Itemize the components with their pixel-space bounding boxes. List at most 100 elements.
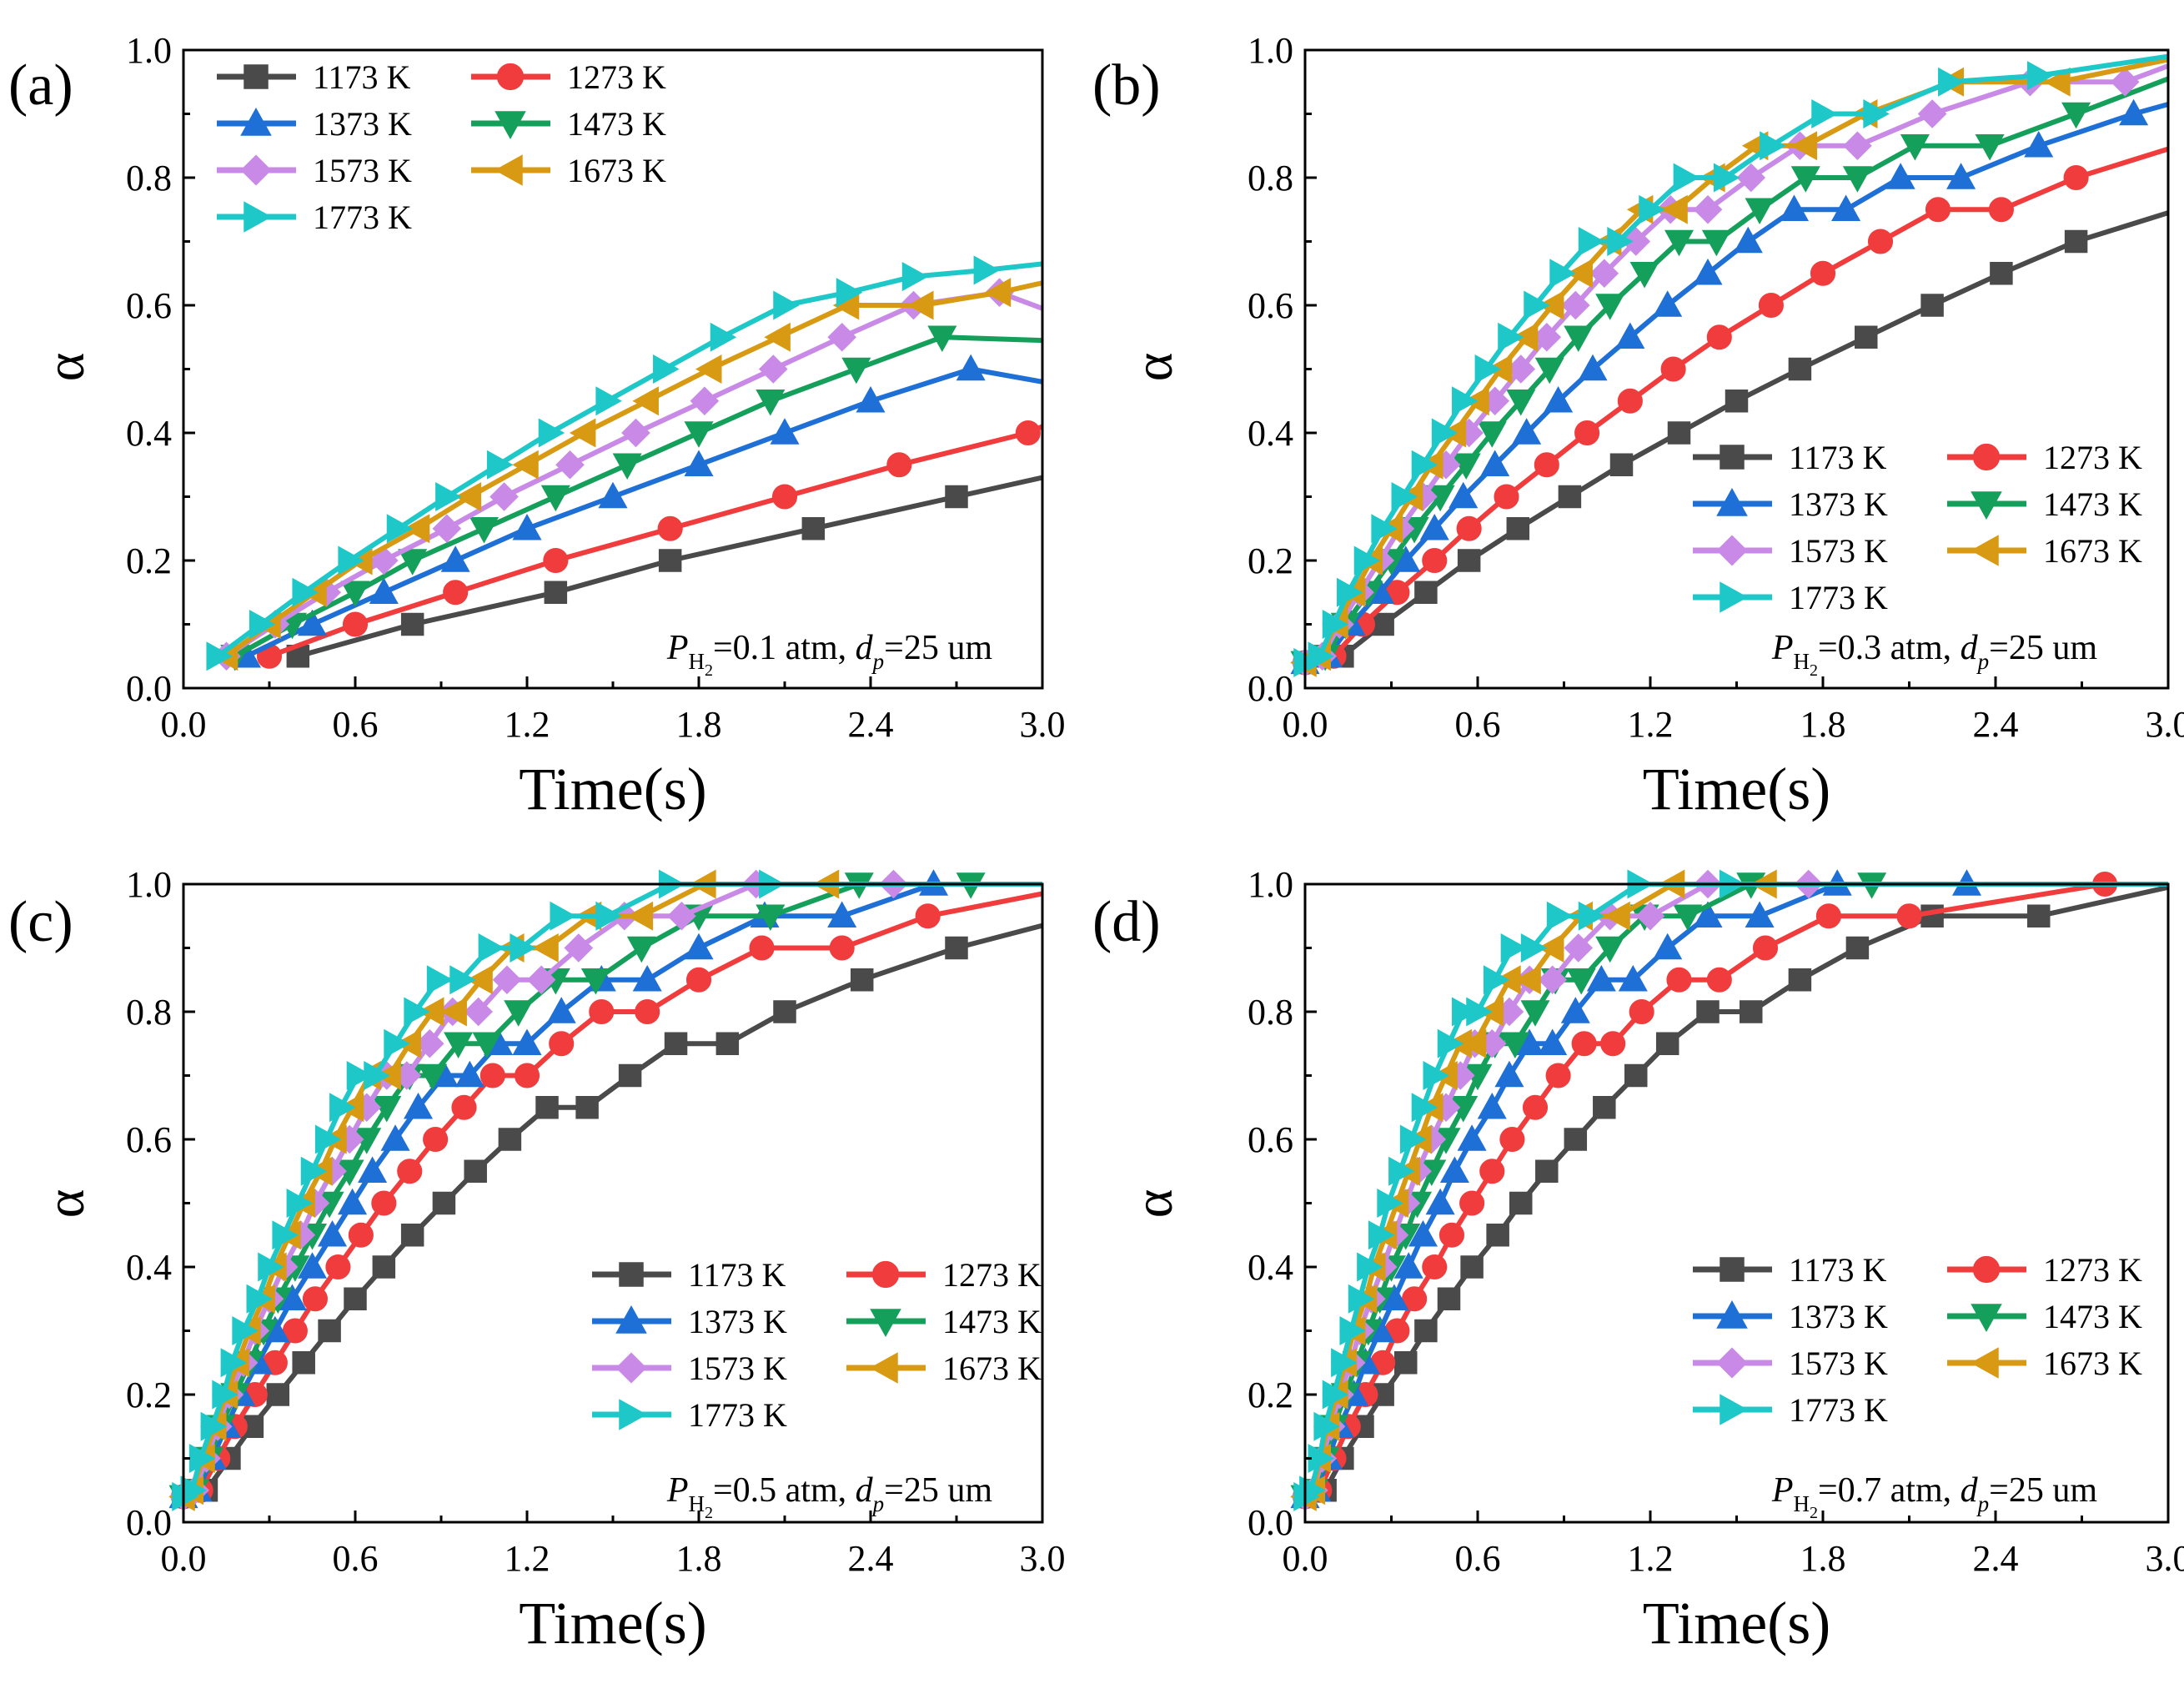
data-point bbox=[595, 901, 622, 931]
legend-marker bbox=[1720, 1257, 1745, 1282]
data-point bbox=[653, 354, 680, 385]
data-point bbox=[1845, 936, 1870, 960]
data-point bbox=[466, 965, 493, 995]
data-point bbox=[1639, 194, 1665, 224]
data-point bbox=[1564, 325, 1594, 353]
data-point bbox=[1578, 901, 1605, 931]
legend-marker bbox=[1716, 487, 1748, 516]
data-point bbox=[478, 932, 505, 963]
data-point bbox=[1393, 1252, 1423, 1279]
data-point bbox=[1452, 997, 1479, 1027]
data-point bbox=[1500, 932, 1528, 963]
data-point bbox=[1348, 1284, 1375, 1314]
data-point bbox=[384, 1028, 410, 1058]
data-point bbox=[358, 1156, 388, 1183]
legend-label: 1173 K bbox=[1789, 1251, 1887, 1289]
data-point bbox=[318, 1219, 348, 1247]
data-point bbox=[1696, 1000, 1720, 1023]
data-point bbox=[1733, 226, 1763, 254]
data-point bbox=[1600, 1031, 1626, 1057]
legend-item: 1173 K bbox=[592, 1256, 786, 1294]
data-point bbox=[272, 1220, 299, 1250]
data-point bbox=[1867, 229, 1894, 254]
legend-label: 1273 K bbox=[567, 58, 666, 96]
chart-panel-2: 0.0 0.6 1.2 1.8 2.4 3.0 0.0 0.2 0.4 0.6 0.8 1.0 Time… bbox=[1092, 30, 2184, 822]
condition-annotation: PH2=0.7 atm, dp=25 um bbox=[1771, 1471, 2098, 1522]
data-point bbox=[432, 514, 462, 544]
data-point bbox=[589, 998, 615, 1025]
data-point bbox=[1925, 197, 1951, 223]
data-point bbox=[685, 967, 712, 993]
x-axis-title: Time(s) bbox=[519, 756, 706, 822]
data-point bbox=[1618, 964, 1648, 992]
panel-letter: (a) bbox=[8, 53, 73, 118]
data-point bbox=[564, 933, 594, 963]
data-point bbox=[1494, 484, 1519, 510]
legend-label: 1673 K bbox=[2043, 532, 2142, 570]
data-point bbox=[2063, 164, 2089, 191]
data-point bbox=[555, 450, 585, 480]
data-point bbox=[1752, 935, 1779, 961]
data-point bbox=[1537, 290, 1564, 320]
data-point bbox=[907, 290, 934, 320]
data-point bbox=[232, 1315, 259, 1346]
data-point bbox=[1368, 1220, 1395, 1250]
data-point bbox=[773, 290, 800, 320]
x-tick-label: 0.0 bbox=[1283, 1538, 1328, 1579]
data-point bbox=[1506, 517, 1530, 540]
legend-label: 1573 K bbox=[313, 152, 412, 189]
data-point bbox=[1337, 577, 1363, 607]
data-point bbox=[546, 997, 576, 1023]
legend-marker bbox=[871, 1260, 900, 1289]
data-point bbox=[1790, 131, 1818, 161]
data-point bbox=[626, 936, 656, 963]
data-point bbox=[1377, 1188, 1403, 1219]
legend-item: 1473 K bbox=[846, 1303, 1042, 1340]
data-point bbox=[1483, 965, 1510, 995]
legend: 1173 K 1273 K 1373 K 1473 K 1573 K 1673 K 1773… bbox=[592, 1256, 1042, 1434]
data-point bbox=[1437, 1028, 1464, 1058]
legend-label: 1673 K bbox=[2043, 1345, 2142, 1382]
data-point bbox=[1322, 609, 1349, 640]
data-point bbox=[1760, 131, 1786, 161]
data-point bbox=[1558, 485, 1582, 509]
x-tick-label: 0.0 bbox=[161, 704, 207, 745]
data-point bbox=[1900, 134, 1930, 161]
data-point bbox=[1514, 965, 1541, 995]
data-point bbox=[1357, 1252, 1383, 1282]
data-point bbox=[1617, 388, 1643, 414]
data-point bbox=[535, 1096, 559, 1119]
data-point bbox=[1522, 1094, 1549, 1120]
data-point bbox=[2027, 904, 2051, 927]
data-point bbox=[397, 1159, 423, 1184]
legend-marker bbox=[1970, 1347, 1999, 1379]
data-point bbox=[621, 418, 650, 448]
legend-marker bbox=[1972, 1255, 2001, 1284]
condition-annotation: PH2=0.1 atm, dp=25 um bbox=[666, 629, 993, 680]
data-point bbox=[1451, 453, 1481, 480]
data-point bbox=[1538, 965, 1568, 995]
data-point bbox=[400, 1224, 424, 1247]
data-point bbox=[1604, 901, 1630, 931]
legend-item: 1673 K bbox=[1947, 1345, 2142, 1382]
data-point bbox=[1544, 385, 1574, 413]
legend-marker bbox=[1720, 1394, 1749, 1425]
legend-marker bbox=[494, 154, 523, 186]
y-axis-title: α bbox=[35, 353, 96, 382]
data-point bbox=[364, 1060, 390, 1091]
legend-label: 1573 K bbox=[1789, 1345, 1888, 1382]
data-point bbox=[1313, 1411, 1340, 1441]
data-point bbox=[1457, 549, 1481, 572]
data-point bbox=[684, 450, 714, 476]
x-tick-label: 0.6 bbox=[333, 704, 379, 745]
data-point bbox=[1538, 1028, 1568, 1055]
data-point bbox=[836, 278, 863, 308]
data-point bbox=[664, 1032, 688, 1055]
x-tick-label: 3.0 bbox=[2146, 704, 2184, 745]
data-point bbox=[1546, 901, 1574, 931]
data-point bbox=[771, 484, 798, 510]
data-point bbox=[1788, 357, 1812, 381]
y-tick-label: 0.8 bbox=[126, 158, 172, 199]
data-point bbox=[302, 1286, 328, 1312]
data-point bbox=[756, 390, 786, 416]
